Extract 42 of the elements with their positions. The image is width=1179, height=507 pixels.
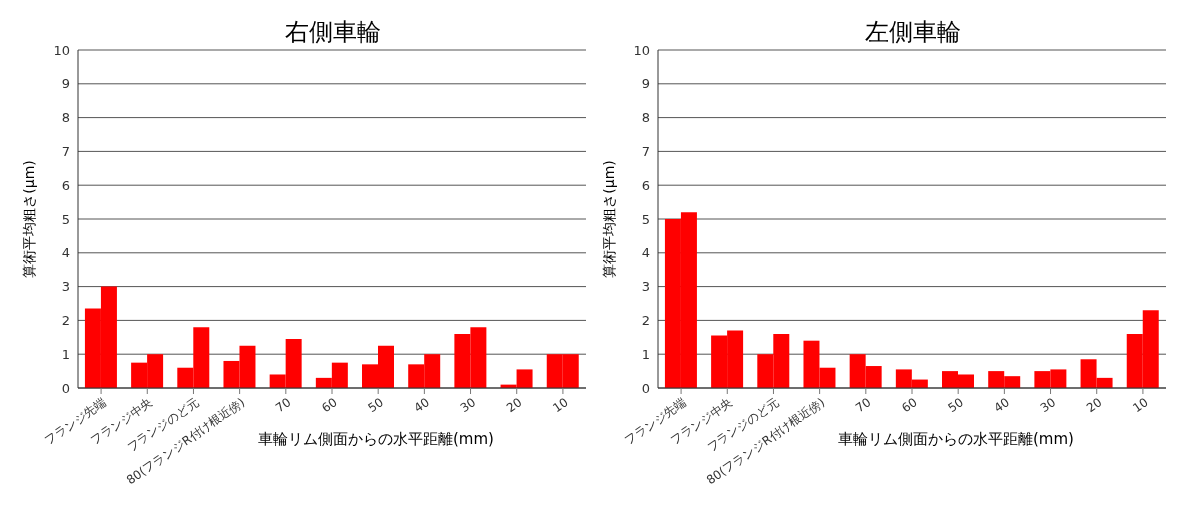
x-tick-label: 60 [319,394,340,416]
y-tick-label: 6 [641,177,650,193]
x-axis-title: 車輪リム側面からの水平距離(mm) [258,430,494,449]
x-tick-label: 50 [365,394,386,416]
y-tick-label: 2 [61,313,70,329]
y-tick-label: 10 [53,42,70,58]
y-tick-label: 1 [61,346,70,362]
x-tick-label: 20 [1083,394,1105,416]
y-tick-label: 9 [61,76,70,92]
y-axis-title: 算術平均粗さ(μm) [21,159,38,278]
x-tick-label: 40 [411,394,433,416]
x-tick-label: 20 [503,394,525,416]
y-tick-label: 10 [633,42,650,58]
x-tick-label: 40 [991,394,1013,416]
x-tick-label: 30 [457,394,479,416]
y-tick-label: 2 [641,313,650,329]
y-tick-label: 3 [641,279,650,295]
y-tick-label: 8 [641,110,650,126]
y-tick-label: 5 [641,211,650,227]
x-tick-label: 10 [550,394,571,416]
y-tick-label: 3 [61,279,70,295]
y-tick-label: 7 [641,144,650,160]
x-tick-label: 60 [899,394,920,416]
y-tick-label: 0 [61,380,70,396]
y-tick-label: 5 [61,211,70,227]
y-tick-label: 9 [641,76,650,92]
chart-title: 左側車輪 [864,17,962,48]
y-tick-label: 4 [641,245,650,261]
x-tick-label: 10 [1130,394,1151,416]
y-tick-label: 7 [61,144,70,160]
x-tick-label: 70 [272,394,294,416]
y-tick-label: 0 [641,380,650,396]
x-tick-label: 70 [852,394,874,416]
y-tick-label: 4 [61,245,70,261]
x-tick-label: 50 [945,394,966,416]
y-tick-label: 6 [61,177,70,193]
y-tick-label: 8 [61,110,70,126]
y-axis-title: 算術平均粗さ(μm) [601,159,618,278]
x-tick-label: 30 [1037,394,1059,416]
y-tick-label: 1 [641,346,650,362]
x-axis-title: 車輪リム側面からの水平距離(mm) [838,430,1074,449]
chart-title: 右側車輪 [284,17,382,48]
